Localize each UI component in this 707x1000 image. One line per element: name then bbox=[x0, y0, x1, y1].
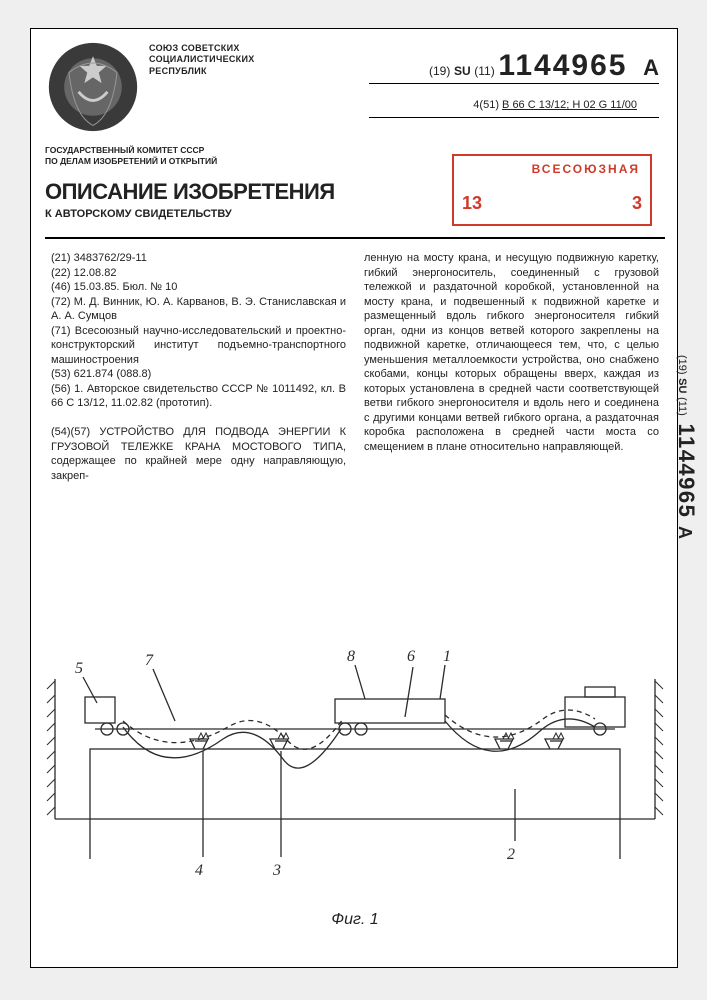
ipc-prefix: 4(51) bbox=[473, 99, 499, 111]
side-prefix: (19) bbox=[676, 355, 688, 375]
callout-4: 4 bbox=[195, 862, 203, 879]
side-kind: A bbox=[675, 526, 695, 539]
union-label: СОЮЗ СОВЕТСКИХ СОЦИАЛИСТИЧЕСКИХ РЕСПУБЛИ… bbox=[149, 43, 255, 77]
figure-label: Фиг. 1 bbox=[45, 911, 665, 929]
stamp-word: ВСЕСОЮЗНАЯ bbox=[532, 162, 640, 176]
biblio-right: ленную на мосту крана, и несущую подвижн… bbox=[364, 251, 659, 483]
callout-6: 6 bbox=[407, 648, 415, 665]
biblio-left: (21) 3483762/29-11 (22) 12.08.82 (46) 15… bbox=[51, 251, 346, 483]
doc-number: 1144965 bbox=[498, 49, 627, 82]
library-stamp: ВСЕСОЮЗНАЯ 13 3 bbox=[452, 154, 652, 226]
doc-code-prefix: (11) bbox=[474, 64, 494, 78]
callout-8: 8 bbox=[347, 648, 355, 665]
callout-1: 1 bbox=[443, 648, 451, 665]
rule bbox=[45, 237, 665, 239]
committee-label: ГОСУДАРСТВЕННЫЙ КОМИТЕТ СССР ПО ДЕЛАМ ИЗ… bbox=[45, 145, 217, 166]
country-code: SU bbox=[454, 64, 471, 78]
callout-5: 5 bbox=[75, 660, 83, 677]
header: СОЮЗ СОВЕТСКИХ СОЦИАЛИСТИЧЕСКИХ РЕСПУБЛИ… bbox=[31, 29, 677, 164]
state-emblem bbox=[45, 39, 141, 135]
callout-7: 7 bbox=[145, 652, 154, 669]
ipc-codes: B 66 C 13/12; H 02 G 11/00 bbox=[502, 99, 637, 111]
country-code-prefix: (19) bbox=[429, 64, 450, 78]
figure-1: 5 7 8 6 1 4 3 2 Фиг. 1 bbox=[45, 599, 665, 929]
rule bbox=[369, 83, 659, 84]
title-sub: К АВТОРСКОМУ СВИДЕТЕЛЬСТВУ bbox=[45, 208, 335, 220]
side-su: SU bbox=[676, 378, 688, 393]
rule bbox=[369, 117, 659, 118]
callout-2: 2 bbox=[507, 846, 515, 863]
kind-code: A bbox=[643, 55, 659, 80]
callout-3: 3 bbox=[272, 862, 281, 879]
side-doc-number: (19) SU (11) 1144965 A bbox=[673, 355, 699, 539]
page: СОЮЗ СОВЕТСКИХ СОЦИАЛИСТИЧЕСКИХ РЕСПУБЛИ… bbox=[30, 28, 678, 968]
stamp-n1: 13 bbox=[462, 193, 482, 214]
title-main: ОПИСАНИЕ ИЗОБРЕТЕНИЯ bbox=[45, 179, 335, 205]
side-num: 1144965 bbox=[674, 423, 699, 518]
stamp-n2: 3 bbox=[632, 193, 642, 214]
publication-number: (19) SU (11) 1144965 A bbox=[429, 49, 659, 83]
side-mid: (11) bbox=[676, 397, 688, 416]
title-block: ОПИСАНИЕ ИЗОБРЕТЕНИЯ К АВТОРСКОМУ СВИДЕТ… bbox=[45, 179, 335, 220]
ipc-class: 4(51) B 66 C 13/12; H 02 G 11/00 bbox=[473, 99, 637, 111]
biblio-columns: (21) 3483762/29-11 (22) 12.08.82 (46) 15… bbox=[51, 251, 659, 483]
